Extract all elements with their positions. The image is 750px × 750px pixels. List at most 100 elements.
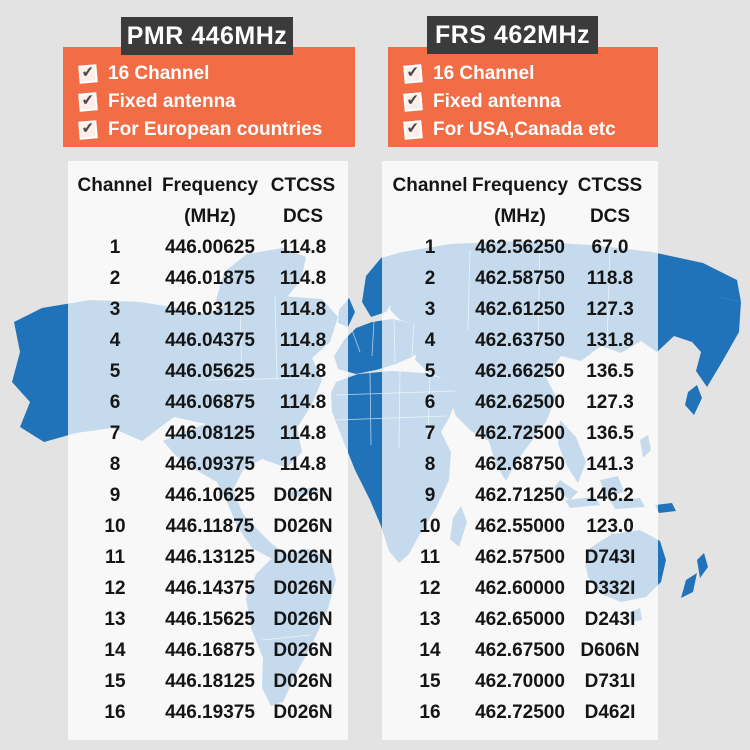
table-row: 9 446.10625 D026N: [68, 480, 348, 511]
table-cell: 14: [419, 639, 441, 661]
table-cell: 10: [104, 515, 126, 537]
feature-item: ✔ 16 Channel: [78, 60, 355, 88]
table-cell: 7: [109, 422, 121, 444]
table-cell: 462.56250: [475, 236, 565, 258]
table-cell: 5: [424, 360, 436, 382]
table-row: 8 446.09375 114.8: [68, 449, 348, 480]
table-cell: 462.55000: [475, 515, 565, 537]
table-cell: 446.03125: [165, 298, 255, 320]
table-cell: 462.72500: [475, 701, 565, 723]
feature-item: ✔ Fixed antenna: [403, 88, 658, 116]
table-cell: 9: [424, 484, 436, 506]
table-header-row: Channel Frequency CTCSS: [382, 170, 658, 201]
subheader-mhz: (MHz): [184, 205, 236, 227]
frs-feature-list: ✔ 16 Channel ✔ Fixed antenna ✔ For USA,Canada…: [403, 60, 658, 144]
table-cell: D731I: [584, 670, 636, 692]
feature-label: For USA,Canada etc: [433, 119, 616, 140]
check-in-box-icon: ✔: [403, 119, 423, 140]
table-cell: 4: [424, 329, 436, 351]
pmr-title: PMR 446MHz: [121, 17, 293, 55]
table-row: 1 446.00625 114.8: [68, 232, 348, 263]
table-cell: 446.06875: [165, 391, 255, 413]
table-row: 5 462.66250 136.5: [382, 356, 658, 387]
table-row: 14 462.67500 D606N: [382, 635, 658, 666]
table-cell: 9: [109, 484, 121, 506]
table-cell: 446.16875: [165, 639, 255, 661]
feature-item: ✔ For European countries: [78, 116, 355, 144]
header-frequency: Frequency: [471, 174, 569, 196]
table-cell: 2: [424, 267, 436, 289]
table-cell: 4: [109, 329, 121, 351]
frs-table: Channel Frequency CTCSS (MHz) DCS 1 462.5…: [382, 161, 658, 740]
table-cell: 462.57500: [475, 546, 565, 568]
table-cell: D026N: [273, 701, 333, 723]
table-row: 13 462.65000 D243I: [382, 604, 658, 635]
table-cell: 446.14375: [165, 577, 255, 599]
header-channel: Channel: [77, 174, 153, 196]
table-cell: 114.8: [279, 360, 327, 382]
table-row: 4 462.63750 131.8: [382, 325, 658, 356]
table-cell: 8: [424, 453, 436, 475]
table-cell: 118.8: [586, 267, 634, 289]
table-row: 16 462.72500 D462I: [382, 697, 658, 728]
subheader-dcs: DCS: [589, 205, 631, 227]
table-row: 15 462.70000 D731I: [382, 666, 658, 697]
subheader-dcs: DCS: [282, 205, 324, 227]
table-row: 11 446.13125 D026N: [68, 542, 348, 573]
table-cell: 462.70000: [475, 670, 565, 692]
table-cell: 146.2: [586, 484, 634, 506]
table-cell: D026N: [273, 546, 333, 568]
table-cell: 446.09375: [165, 453, 255, 475]
table-cell: 5: [109, 360, 121, 382]
table-cell: 6: [424, 391, 436, 413]
table-cell: D026N: [273, 639, 333, 661]
check-in-box-icon: ✔: [78, 91, 98, 112]
table-row: 2 462.58750 118.8: [382, 263, 658, 294]
table-cell: D026N: [273, 515, 333, 537]
table-cell: 14: [104, 639, 126, 661]
table-cell: 446.13125: [165, 546, 255, 568]
table-cell: 446.08125: [165, 422, 255, 444]
table-cell: 127.3: [586, 391, 634, 413]
feature-label: Fixed antenna: [433, 91, 561, 112]
table-row: 10 462.55000 123.0: [382, 511, 658, 542]
header-ctcss: CTCSS: [577, 174, 643, 196]
table-cell: 114.8: [279, 391, 327, 413]
table-cell: 446.18125: [165, 670, 255, 692]
table-cell: 16: [419, 701, 441, 723]
table-cell: 6: [109, 391, 121, 413]
table-cell: 1: [424, 236, 436, 258]
check-in-box-icon: ✔: [78, 63, 98, 84]
frs-table-body: 1 462.56250 67.0 2 462.58750 118.8 3 462.61250 1…: [382, 232, 658, 728]
header-channel: Channel: [392, 174, 468, 196]
header-frequency: Frequency: [161, 174, 259, 196]
table-subheader-row: (MHz) DCS: [68, 201, 348, 232]
header-ctcss: CTCSS: [270, 174, 336, 196]
table-cell: 10: [419, 515, 441, 537]
table-cell: 13: [419, 608, 441, 630]
table-cell: D243I: [584, 608, 636, 630]
table-cell: 462.65000: [475, 608, 565, 630]
table-cell: 462.60000: [475, 577, 565, 599]
table-cell: 114.8: [279, 422, 327, 444]
feature-label: For European countries: [108, 119, 323, 140]
table-cell: 446.04375: [165, 329, 255, 351]
table-cell: 462.61250: [475, 298, 565, 320]
table-cell: 141.3: [586, 453, 634, 475]
table-cell: 12: [104, 577, 126, 599]
table-cell: 67.0: [591, 236, 629, 258]
table-cell: 446.15625: [165, 608, 255, 630]
table-cell: 114.8: [279, 236, 327, 258]
table-row: 14 446.16875 D026N: [68, 635, 348, 666]
table-cell: 136.5: [586, 422, 634, 444]
table-cell: 446.11875: [165, 515, 255, 537]
table-row: 13 446.15625 D026N: [68, 604, 348, 635]
table-cell: 114.8: [279, 329, 327, 351]
table-cell: 462.63750: [475, 329, 565, 351]
table-cell: 3: [109, 298, 121, 320]
table-row: 1 462.56250 67.0: [382, 232, 658, 263]
table-cell: D026N: [273, 577, 333, 599]
table-cell: 12: [419, 577, 441, 599]
table-cell: D332I: [584, 577, 636, 599]
